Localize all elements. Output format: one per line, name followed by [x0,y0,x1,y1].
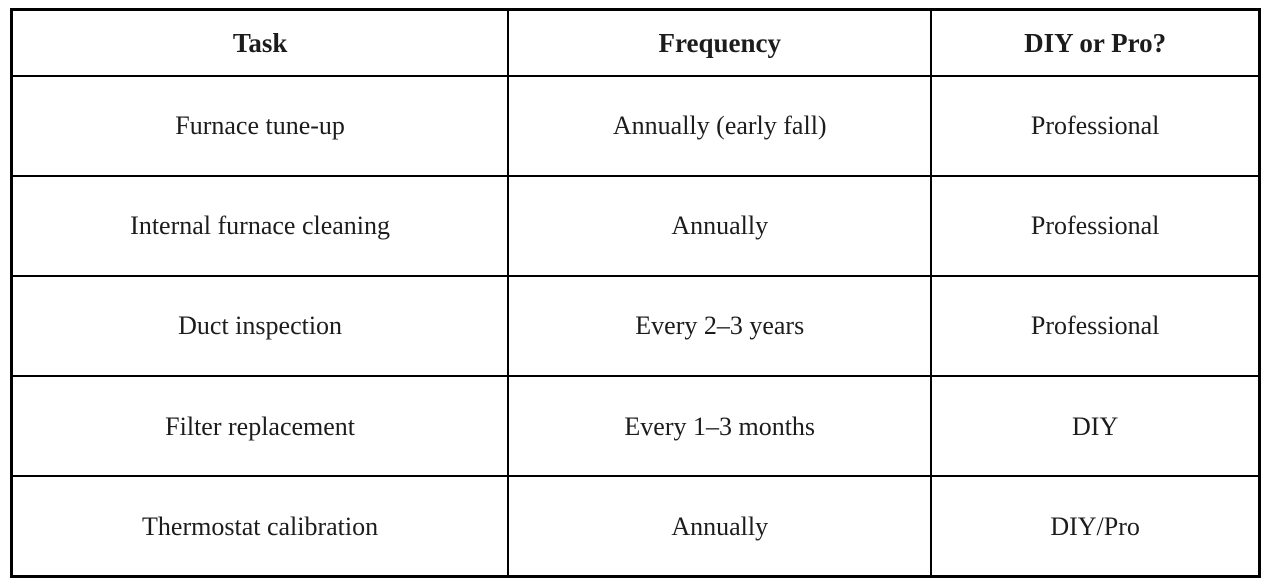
table-row: Furnace tune-up Annually (early fall) Pr… [10,74,1261,177]
cell-diy-or-pro: DIY/Pro [930,475,1261,578]
cell-diy-or-pro: Professional [930,74,1261,177]
table-row: Filter replacement Every 1–3 months DIY [10,375,1261,478]
cell-frequency: Annually [507,475,933,578]
table-row: Internal furnace cleaning Annually Profe… [10,174,1261,277]
table-row: Duct inspection Every 2–3 years Professi… [10,274,1261,378]
cell-task: Thermostat calibration [10,475,510,578]
table-body: Furnace tune-up Annually (early fall) Pr… [10,74,1261,578]
maintenance-schedule-table: Task Frequency DIY or Pro? Furnace tune-… [10,8,1261,578]
cell-task: Internal furnace cleaning [10,174,510,277]
cell-frequency: Every 2–3 years [507,274,933,378]
table-header: Task Frequency DIY or Pro? [10,8,1261,77]
cell-frequency: Annually (early fall) [507,74,933,177]
cell-task: Filter replacement [10,375,510,478]
cell-task: Furnace tune-up [10,74,510,177]
cell-diy-or-pro: Professional [930,274,1261,378]
header-row: Task Frequency DIY or Pro? [10,8,1261,77]
column-header-diy-or-pro: DIY or Pro? [930,8,1261,77]
cell-frequency: Annually [507,174,933,277]
cell-task: Duct inspection [10,274,510,378]
cell-diy-or-pro: Professional [930,174,1261,277]
column-header-task: Task [10,8,510,77]
table-row: Thermostat calibration Annually DIY/Pro [10,475,1261,578]
cell-diy-or-pro: DIY [930,375,1261,478]
column-header-frequency: Frequency [507,8,933,77]
cell-frequency: Every 1–3 months [507,375,933,478]
